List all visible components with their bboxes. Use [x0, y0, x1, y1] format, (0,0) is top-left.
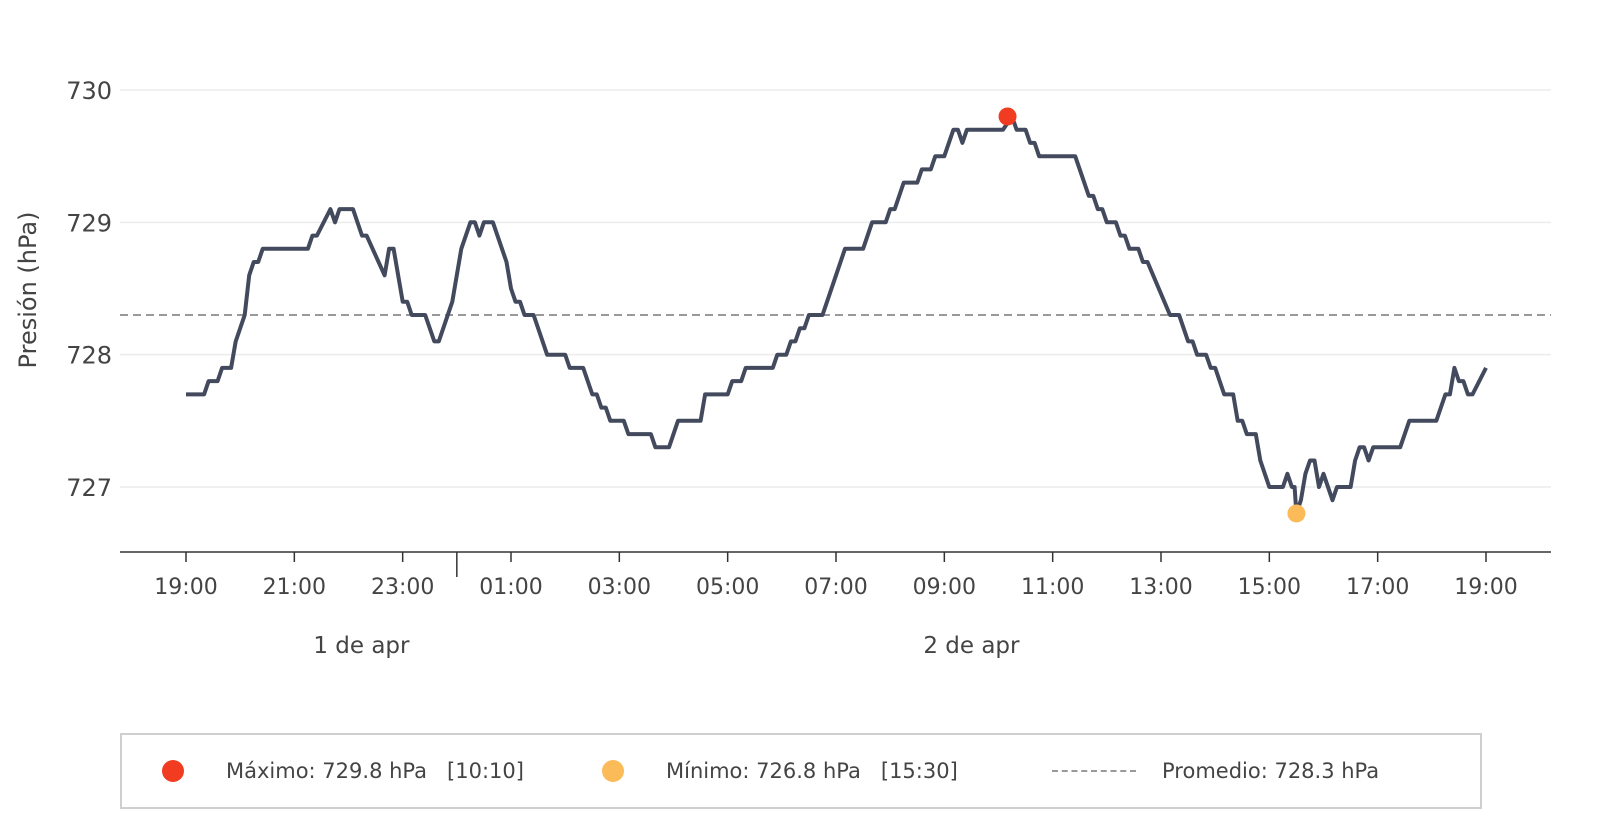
legend-avg-label: Promedio: 728.3 hPa: [1162, 759, 1380, 783]
legend: Máximo: 729.8 hPa [10:10] Mínimo: 726.8 …: [120, 733, 1482, 809]
legend-max: Máximo: 729.8 hPa [10:10]: [162, 735, 524, 807]
x-tick-label: 19:00: [1454, 575, 1517, 600]
legend-min: Mínimo: 726.8 hPa [15:30]: [602, 735, 958, 807]
day-label: 2 de apr: [923, 633, 1020, 659]
dashed-line-icon: [1052, 770, 1136, 772]
x-axis-ticks: 19:00 21:00 23:00 01:00 03:00 05:00 07:00 09:00…: [154, 552, 1518, 600]
day-label: 1 de apr: [313, 633, 410, 659]
max-marker: [998, 107, 1017, 126]
x-tick-label: 17:00: [1346, 575, 1409, 600]
x-tick-label: 11:00: [1021, 575, 1084, 600]
x-tick-label: 09:00: [913, 575, 976, 600]
x-tick-label: 15:00: [1238, 575, 1301, 600]
legend-avg: Promedio: 728.3 hPa: [1052, 735, 1379, 807]
min-dot-icon: [602, 760, 624, 782]
y-tick-label: 727: [66, 474, 112, 502]
pressure-chart: 727 728 729 730 Presión (hPa) 19:00 21:00 23:…: [14, 77, 1551, 659]
x-tick-label: 13:00: [1129, 575, 1192, 600]
y-tick-label: 728: [66, 342, 112, 370]
day-labels: 1 de apr 2 de apr: [313, 633, 1020, 659]
x-tick-label: 07:00: [804, 575, 867, 600]
y-tick-label: 730: [66, 77, 112, 105]
x-tick-label: 19:00: [154, 575, 217, 600]
y-axis-title: Presión (hPa): [14, 212, 42, 369]
legend-min-label: Mínimo: 726.8 hPa [15:30]: [666, 759, 958, 783]
x-tick-label: 01:00: [479, 575, 542, 600]
grid-lines: [120, 89, 1551, 488]
min-marker: [1287, 504, 1306, 523]
x-tick-label: 21:00: [263, 575, 326, 600]
x-tick-label: 03:00: [588, 575, 651, 600]
x-tick-label: 05:00: [696, 575, 759, 600]
y-axis-ticks: 727 728 729 730: [66, 77, 112, 502]
x-tick-label: 23:00: [371, 575, 434, 600]
max-dot-icon: [162, 760, 184, 782]
y-tick-label: 729: [66, 209, 112, 237]
legend-max-label: Máximo: 729.8 hPa [10:10]: [226, 759, 524, 783]
